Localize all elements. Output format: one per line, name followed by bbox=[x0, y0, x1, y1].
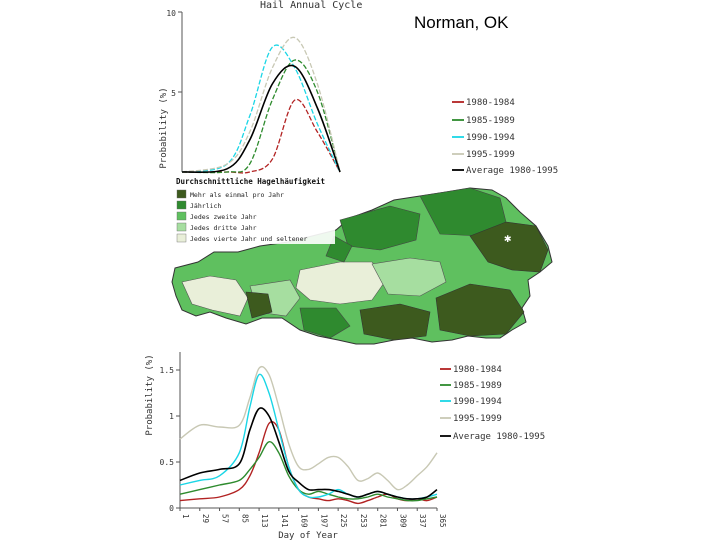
map-legend-items: Mehr als einmal pro Jahr Jährlich Jedes zw… bbox=[176, 189, 307, 243]
top-legend-label: 1995-1999 bbox=[466, 150, 515, 160]
bottom-legend-label: 1995-1999 bbox=[453, 414, 502, 424]
bottom-series-line-1990-1994 bbox=[179, 373, 438, 500]
bottom-y-tick-label: 0 bbox=[169, 504, 174, 513]
bottom-series-line-1985-1989 bbox=[179, 441, 438, 502]
top-legend-label: 1980-1984 bbox=[466, 98, 515, 108]
map-legend-swatch bbox=[176, 211, 187, 221]
bottom-x-tick-label: 197 bbox=[319, 514, 328, 528]
map-patch-dark-2 bbox=[435, 283, 525, 337]
top-series-line-1990-1994 bbox=[181, 44, 341, 173]
top-chart: Hail Annual Cycle 10 5 Probability (%) 19… bbox=[159, 0, 558, 176]
bottom-x-tick-label: 141 bbox=[280, 514, 289, 528]
bottom-legend: 1980-1984 1985-1989 1990-1994 1995-1999 Aver… bbox=[440, 365, 545, 442]
top-y-ticks: 10 5 bbox=[166, 9, 182, 98]
bottom-series-line-average bbox=[179, 407, 438, 500]
bottom-legend-label: Average 1980-1995 bbox=[453, 432, 545, 442]
bottom-x-tick-label: 281 bbox=[379, 514, 388, 528]
map-legend-title: Durchschnittliche Hagelhäufigkeit bbox=[176, 177, 325, 186]
top-series-line-average bbox=[181, 64, 341, 173]
bottom-legend-label: 1980-1984 bbox=[453, 365, 502, 375]
bottom-y-tick-label: 1.5 bbox=[160, 366, 175, 375]
bottom-chart: 1.5 1 0.5 0 1 29 57 85 113 141 169 197 225 253 281 309… bbox=[145, 352, 545, 540]
map-legend-label: Mehr als einmal pro Jahr bbox=[190, 191, 284, 199]
bottom-x-tick-label: 29 bbox=[201, 514, 210, 523]
map-legend-swatch bbox=[176, 222, 187, 232]
top-chart-title: Hail Annual Cycle bbox=[260, 0, 362, 11]
top-legend-label: 1985-1989 bbox=[466, 116, 515, 126]
top-legend-label: Average 1980-1995 bbox=[466, 166, 558, 176]
bottom-x-tick-label: 169 bbox=[300, 514, 309, 528]
bottom-x-tick-label: 253 bbox=[359, 514, 368, 528]
bottom-x-tick-label: 337 bbox=[418, 514, 427, 528]
bottom-legend-label: 1990-1994 bbox=[453, 397, 502, 407]
bottom-x-tick-label: 365 bbox=[438, 514, 447, 528]
top-series-lines bbox=[181, 36, 341, 174]
map-patch-dark-4 bbox=[245, 291, 273, 319]
bottom-x-tick-label: 57 bbox=[221, 514, 230, 523]
bottom-x-tick-label: 85 bbox=[240, 514, 249, 523]
top-y-tick-label: 10 bbox=[166, 9, 176, 18]
bottom-legend-label: 1985-1989 bbox=[453, 381, 502, 391]
top-y-label: Probability (%) bbox=[159, 87, 169, 168]
bottom-x-tick-label: 1 bbox=[181, 514, 190, 519]
map-legend-label: Jedes zweite Jahr bbox=[190, 213, 257, 221]
bottom-series-lines bbox=[179, 365, 438, 505]
top-y-tick-label: 5 bbox=[171, 89, 176, 98]
bottom-x-label: Day of Year bbox=[278, 531, 338, 540]
bottom-x-ticks: 1 29 57 85 113 141 169 197 225 253 281 309 337 365 bbox=[179, 508, 447, 528]
bottom-y-label: Probability (%) bbox=[145, 354, 155, 435]
bottom-series-line-1995-1999 bbox=[179, 365, 438, 491]
map-legend-label: Jedes dritte Jahr bbox=[190, 224, 257, 232]
map-patch-pale-1 bbox=[371, 257, 447, 297]
map-legend-swatch bbox=[176, 233, 187, 243]
map-patch-light-1 bbox=[181, 275, 249, 317]
bottom-y-tick-label: 0.5 bbox=[160, 458, 175, 467]
top-series-line-1995-1999 bbox=[181, 36, 341, 173]
map-patch-mid-3 bbox=[299, 307, 351, 339]
hail-map: ✱ Durchschnittliche Hagelhäufigkeit Mehr… bbox=[171, 176, 553, 345]
bottom-y-tick-label: 1 bbox=[169, 412, 174, 421]
map-patch-dark-3 bbox=[359, 303, 431, 341]
map-patch-dark-1 bbox=[469, 221, 549, 273]
map-patch-light-2 bbox=[295, 261, 387, 305]
top-series-line-1985-1989 bbox=[181, 59, 341, 174]
bottom-x-tick-label: 225 bbox=[339, 514, 348, 528]
map-legend-label: Jedes vierte Jahr und seltener bbox=[190, 235, 307, 243]
top-legend: 1980-1984 1985-1989 1990-1994 1995-1999 Aver… bbox=[452, 98, 558, 176]
map-legend-box bbox=[175, 176, 335, 244]
bottom-x-tick-label: 309 bbox=[398, 514, 407, 528]
bottom-y-ticks: 1.5 1 0.5 0 bbox=[160, 366, 180, 513]
map-legend-swatch bbox=[176, 200, 187, 210]
map-legend-swatch bbox=[176, 189, 187, 199]
map-legend-label: Jährlich bbox=[190, 202, 221, 210]
map-capital-marker-icon: ✱ bbox=[504, 231, 511, 245]
bottom-series-line-1980-1984 bbox=[179, 421, 438, 505]
top-legend-label: 1990-1994 bbox=[466, 133, 515, 143]
overlay-title: Norman, OK bbox=[414, 13, 509, 32]
bottom-x-tick-label: 113 bbox=[260, 514, 269, 528]
